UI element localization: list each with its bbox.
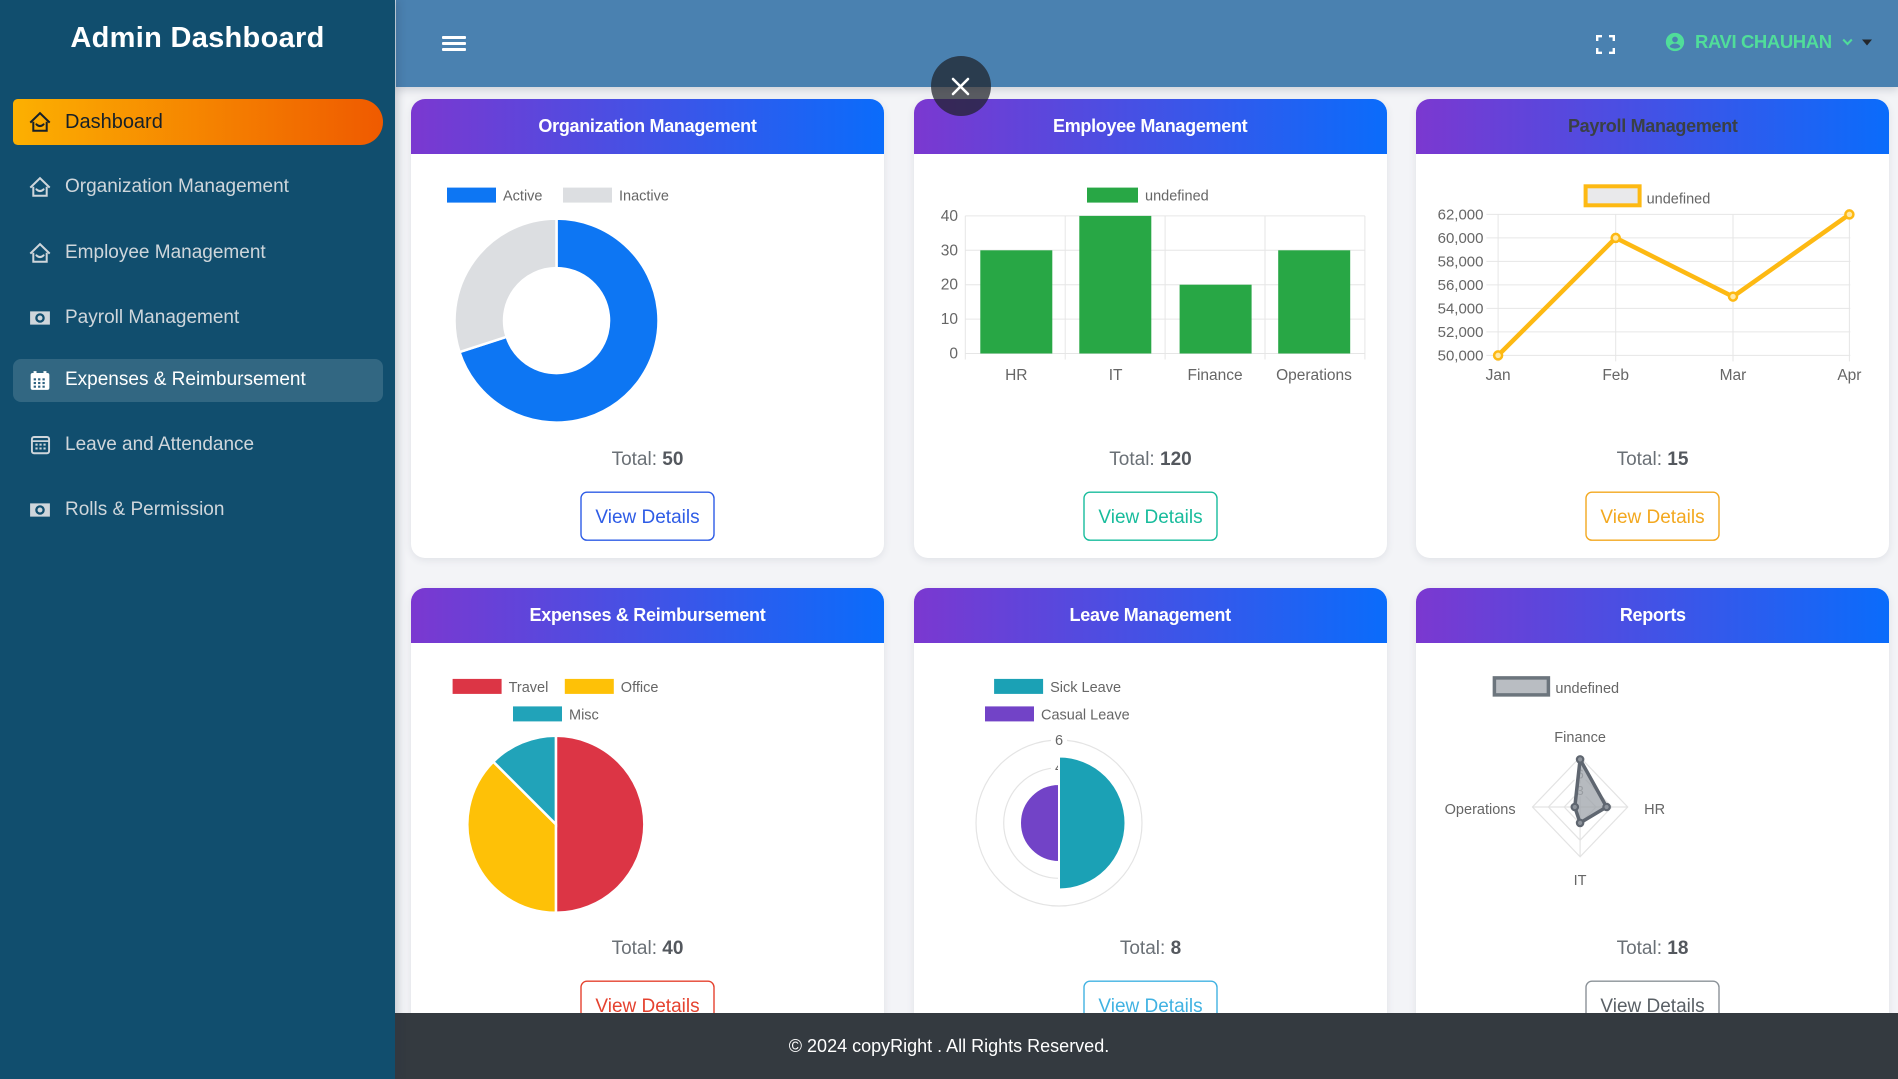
- svg-text:Inactive: Inactive: [619, 189, 669, 205]
- svg-text:56,000: 56,000: [1438, 277, 1484, 294]
- svg-text:Travel: Travel: [509, 680, 549, 696]
- svg-text:Active: Active: [503, 189, 543, 205]
- svg-text:View Details: View Details: [1098, 996, 1202, 1017]
- svg-text:60,000: 60,000: [1438, 230, 1484, 247]
- svg-text:52,000: 52,000: [1438, 324, 1484, 341]
- svg-text:View Details: View Details: [595, 996, 699, 1017]
- svg-text:10: 10: [940, 311, 958, 328]
- svg-text:View Details: View Details: [1601, 996, 1705, 1017]
- svg-text:HR: HR: [1644, 802, 1665, 818]
- svg-text:Total: 50: Total: 50: [612, 449, 684, 470]
- svg-text:HR: HR: [1005, 367, 1027, 384]
- svg-text:Sick Leave: Sick Leave: [1050, 680, 1121, 696]
- svg-text:54,000: 54,000: [1438, 300, 1484, 317]
- svg-text:IT: IT: [1108, 367, 1122, 384]
- svg-text:Operations: Operations: [1445, 802, 1516, 818]
- svg-text:Feb: Feb: [1603, 367, 1630, 384]
- svg-text:Casual Leave: Casual Leave: [1041, 707, 1130, 723]
- svg-text:View Details: View Details: [595, 507, 699, 528]
- svg-text:50,000: 50,000: [1438, 347, 1484, 364]
- svg-text:6: 6: [1055, 733, 1063, 749]
- svg-text:30: 30: [940, 242, 958, 259]
- svg-text:Finance: Finance: [1555, 730, 1607, 746]
- svg-text:40: 40: [940, 208, 958, 225]
- svg-text:Total: 120: Total: 120: [1109, 449, 1191, 470]
- svg-text:Finance: Finance: [1187, 367, 1242, 384]
- svg-text:Total: 40: Total: 40: [612, 938, 684, 959]
- svg-text:20: 20: [940, 277, 958, 294]
- svg-text:undefined: undefined: [1556, 681, 1620, 697]
- svg-text:Total: 8: Total: 8: [1120, 938, 1181, 959]
- svg-text:Mar: Mar: [1720, 367, 1747, 384]
- svg-text:Misc: Misc: [569, 707, 599, 723]
- svg-text:Total: 18: Total: 18: [1617, 938, 1689, 959]
- svg-text:Office: Office: [621, 680, 659, 696]
- svg-text:undefined: undefined: [1145, 189, 1209, 205]
- svg-text:IT: IT: [1574, 873, 1587, 889]
- svg-text:Operations: Operations: [1276, 367, 1352, 384]
- svg-text:Jan: Jan: [1486, 367, 1511, 384]
- svg-text:Total: 15: Total: 15: [1617, 449, 1689, 470]
- svg-text:View Details: View Details: [1098, 507, 1202, 528]
- svg-text:62,000: 62,000: [1438, 206, 1484, 223]
- svg-text:58,000: 58,000: [1438, 253, 1484, 270]
- svg-text:undefined: undefined: [1647, 191, 1711, 207]
- svg-text:0: 0: [949, 346, 958, 363]
- svg-text:Apr: Apr: [1838, 367, 1862, 384]
- svg-text:View Details: View Details: [1601, 507, 1705, 528]
